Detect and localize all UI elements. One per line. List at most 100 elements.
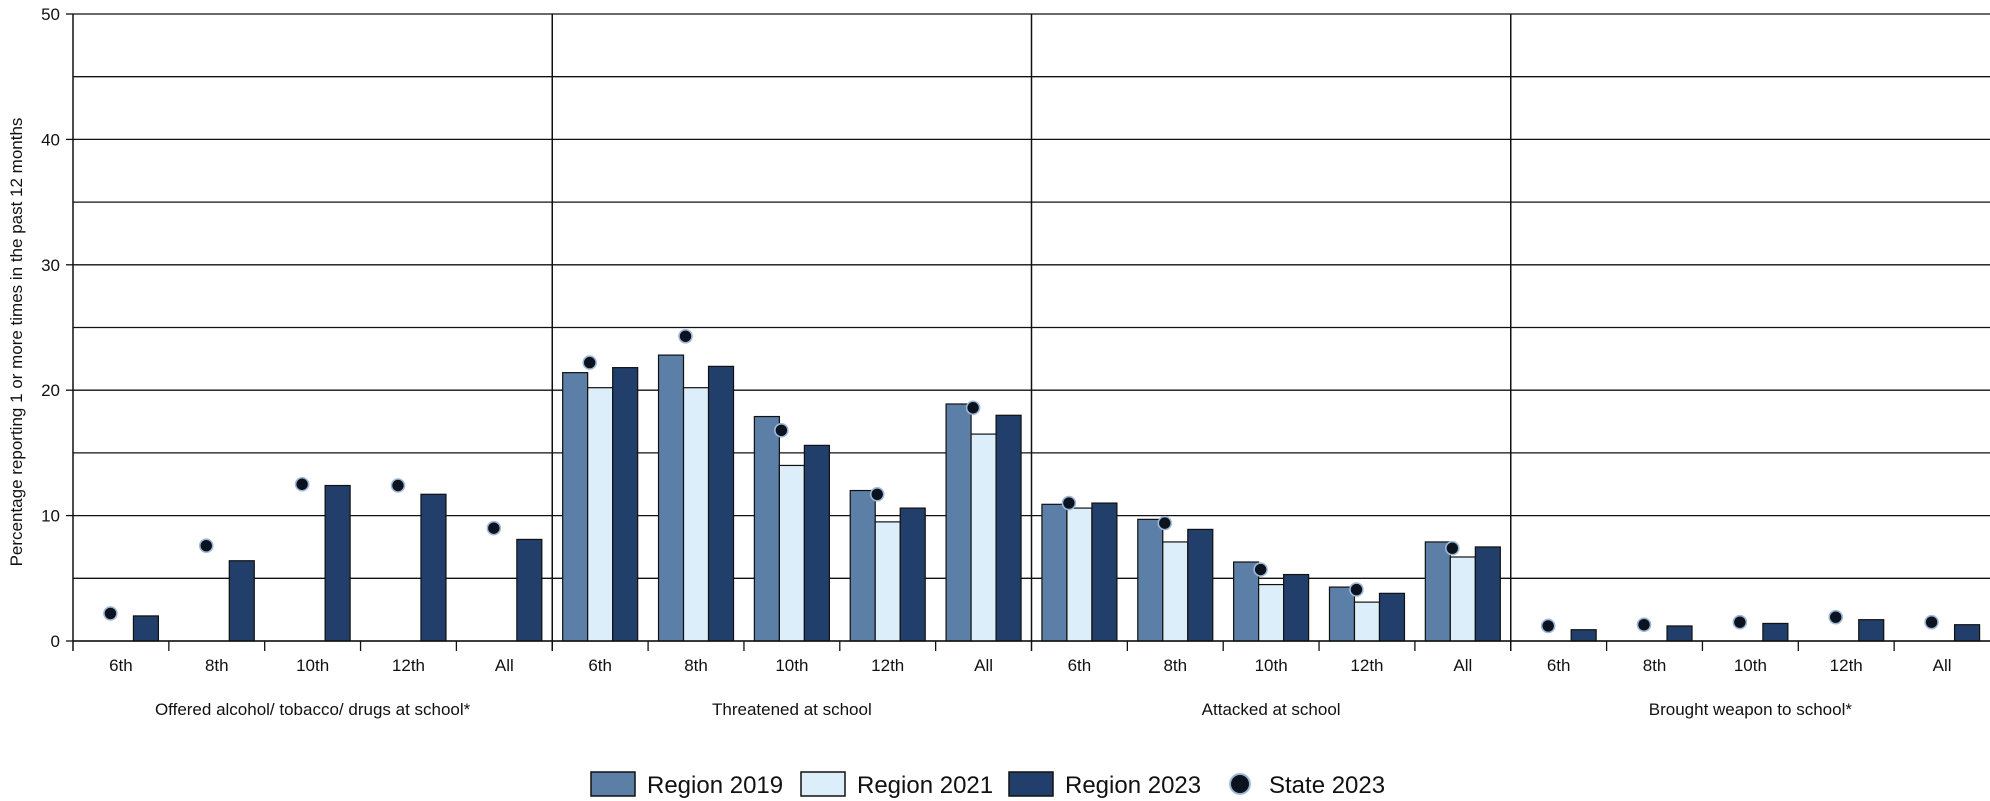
bar-region-2019 <box>849 489 876 642</box>
bar-region-2023 <box>1187 528 1214 642</box>
x-tick-label: 6th <box>109 656 133 675</box>
x-tick-label: All <box>1933 656 1952 675</box>
bars <box>132 354 1981 642</box>
legend-label: State 2023 <box>1269 772 1385 799</box>
bar-region-2023 <box>803 444 830 642</box>
state-2023-marker <box>678 328 693 344</box>
bar-region-2023 <box>1858 619 1885 642</box>
bar-region-2023 <box>1570 629 1597 642</box>
bar-region-2023 <box>1283 573 1310 642</box>
bar-region-2019 <box>562 372 589 642</box>
bar-region-2021 <box>1066 507 1093 642</box>
y-tick-label: 30 <box>41 256 60 275</box>
bar-region-2019 <box>1137 518 1164 642</box>
state-2023-marker <box>1349 582 1364 597</box>
x-tick-label: 10th <box>1255 656 1288 675</box>
state-2023-marker <box>103 606 118 621</box>
bar-region-2019 <box>1424 541 1451 642</box>
x-tick-label: All <box>495 656 514 675</box>
state-2023-marker <box>1061 495 1077 511</box>
bar-region-2023 <box>1474 546 1501 642</box>
x-tick-label: All <box>974 656 993 675</box>
bar-region-2023 <box>707 365 735 642</box>
bar-region-2023 <box>1666 625 1693 642</box>
bar-region-2023 <box>324 484 351 642</box>
state-2023-marker <box>1445 540 1460 556</box>
legend-swatch <box>800 771 846 797</box>
y-tick-label: 40 <box>41 130 60 149</box>
x-tick-label: 6th <box>1547 656 1571 675</box>
bar-region-2023 <box>1953 624 1981 642</box>
group-label: Offered alcohol/ tobacco/ drugs at schoo… <box>155 700 471 719</box>
x-tick-label: 8th <box>205 656 229 675</box>
bar-region-2021 <box>1353 601 1381 642</box>
bar-region-2021 <box>1258 583 1285 642</box>
x-tick-label: 10th <box>775 656 808 675</box>
bar-region-2023 <box>1091 502 1118 642</box>
bar-region-2021 <box>874 521 901 642</box>
state-2023-marker <box>1253 562 1268 577</box>
bar-region-2023 <box>516 538 543 642</box>
legend-swatch-dot <box>1229 773 1251 795</box>
y-axis-label: Percentage reporting 1 or more times in … <box>7 118 26 567</box>
bar-region-2023 <box>1378 592 1406 642</box>
x-tick-label: 8th <box>1163 656 1187 675</box>
bar-region-2021 <box>682 387 710 642</box>
state-2023-marker <box>486 520 502 536</box>
state-2023-marker <box>198 538 214 553</box>
state-2023-marker <box>1636 617 1652 632</box>
legend-item: Region 2019 <box>590 771 783 799</box>
bar-region-2019 <box>753 415 780 642</box>
x-tick-label: 12th <box>871 656 904 675</box>
y-tick-label: 10 <box>41 507 60 526</box>
state-2023-marker <box>965 400 981 416</box>
legend-label: Region 2021 <box>857 772 993 799</box>
x-tick-label: 8th <box>1643 656 1667 675</box>
y-tick-label: 20 <box>41 381 60 400</box>
group-label: Threatened at school <box>712 700 872 719</box>
bar-region-2023 <box>132 615 160 642</box>
y-tick-label: 50 <box>41 5 60 24</box>
x-tick-label: 10th <box>296 656 329 675</box>
state-2023-marker <box>1732 614 1748 630</box>
axes <box>66 13 1990 651</box>
legend-item: State 2023 <box>1229 772 1385 799</box>
state-2023-marker <box>869 486 885 502</box>
bar-region-2023 <box>899 507 926 642</box>
bar-region-2021 <box>1162 541 1189 642</box>
bar-region-2021 <box>970 433 997 642</box>
x-tick-label: 12th <box>1350 656 1383 675</box>
x-tick-label: 12th <box>392 656 425 675</box>
state-2023-marker <box>582 355 597 370</box>
bar-region-2021 <box>587 387 614 642</box>
x-tick-label: All <box>1453 656 1472 675</box>
legend-label: Region 2019 <box>647 772 783 799</box>
state-2023-marker <box>1157 515 1173 531</box>
legend-swatch <box>590 771 636 797</box>
state-2023-marker <box>390 478 406 493</box>
state-markers <box>103 328 1939 634</box>
legend-swatch <box>1008 771 1054 797</box>
y-tick-label: 0 <box>51 632 60 651</box>
state-2023-marker <box>294 476 310 492</box>
group-label: Attacked at school <box>1202 700 1341 719</box>
bar-region-2021 <box>1449 556 1476 642</box>
legend-item: Region 2021 <box>800 771 993 799</box>
x-tick-label: 6th <box>588 656 612 675</box>
state-2023-marker <box>1924 614 1939 630</box>
legend-label: Region 2023 <box>1065 772 1201 799</box>
group-label: Brought weapon to school* <box>1649 700 1853 719</box>
state-2023-marker <box>774 423 789 438</box>
bar-region-2019 <box>1041 503 1068 642</box>
x-tick-label: 6th <box>1068 656 1092 675</box>
bar-region-2019 <box>945 403 972 642</box>
x-tick-label: 8th <box>684 656 708 675</box>
bar-region-2019 <box>1233 561 1260 642</box>
state-2023-marker <box>1540 618 1556 634</box>
x-tick-label: 10th <box>1734 656 1767 675</box>
bar-region-2023 <box>612 367 639 642</box>
bar-region-2023 <box>420 493 447 642</box>
legend-item: Region 2023 <box>1008 771 1201 799</box>
legend: Region 2019 Region 2021 Region 2023 State 2… <box>590 771 1385 799</box>
